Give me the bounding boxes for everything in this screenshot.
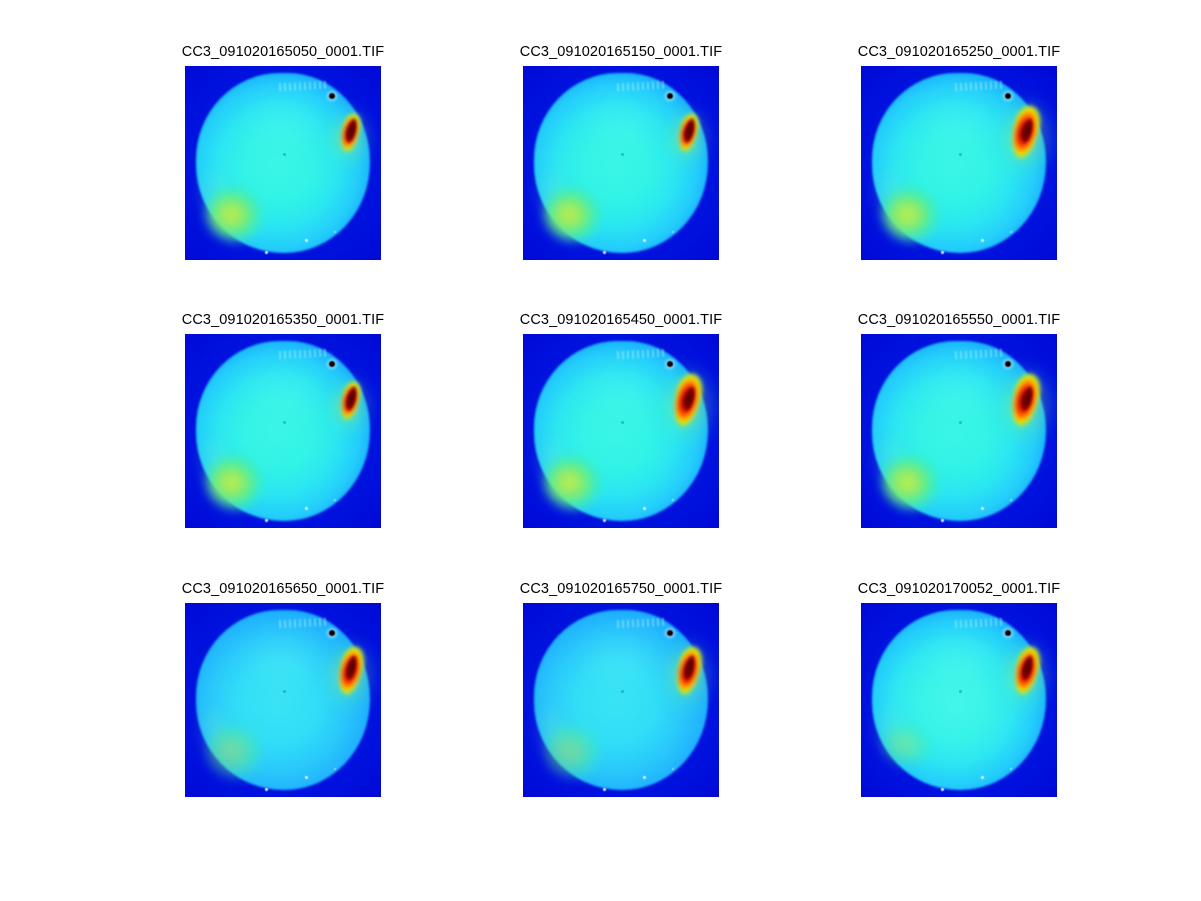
dark-speck: [667, 361, 674, 367]
subplot-title: CC3_091020170052_0001.TIF: [857, 581, 1061, 597]
dark-speck: [329, 630, 336, 636]
cloud-mottle-a: [216, 645, 338, 755]
bright-dot: [304, 506, 308, 510]
warm-patch: [544, 723, 604, 778]
sensor-blemish: [959, 153, 962, 156]
dark-speck: [667, 93, 674, 99]
subplot-title: CC3_091020165350_0001.TIF: [181, 312, 385, 328]
warm-smear: [534, 703, 571, 755]
allsky-image: [523, 603, 719, 797]
dark-speck: [329, 361, 336, 367]
bright-dot: [941, 519, 944, 522]
bright-dot: [265, 251, 268, 254]
subplot-title: CC3_091020165050_0001.TIF: [181, 44, 385, 60]
sensor-blemish: [959, 690, 962, 693]
warm-patch: [882, 454, 942, 509]
sensor-blemish: [283, 421, 286, 424]
dark-speck: [1005, 630, 1012, 636]
cloud-mottle-b: [911, 626, 1007, 693]
dark-speck: [329, 93, 336, 99]
bright-dot: [980, 775, 984, 779]
cloud-mottle-b: [911, 89, 1007, 156]
bright-dot: [333, 230, 337, 234]
warm-patch: [882, 186, 942, 241]
bright-dot: [671, 498, 675, 502]
cloud-mottle-b: [573, 357, 669, 424]
bright-dot: [642, 238, 646, 242]
bright-dot: [265, 519, 268, 522]
image-axes[interactable]: [861, 66, 1057, 260]
allsky-image: [861, 603, 1057, 797]
dark-speck: [1005, 93, 1012, 99]
sensor-blemish: [621, 153, 624, 156]
warm-patch: [206, 186, 266, 241]
image-axes[interactable]: [185, 66, 381, 260]
allsky-image: [185, 603, 381, 797]
image-axes[interactable]: [523, 334, 719, 528]
warm-patch: [544, 186, 604, 241]
bright-dot: [603, 519, 606, 522]
sensor-blemish: [283, 690, 286, 693]
bright-dot: [941, 788, 944, 791]
warm-smear: [196, 703, 233, 755]
sensor-blemish: [621, 690, 624, 693]
cloud-mottle-b: [235, 626, 331, 693]
subplot-title: CC3_091020165550_0001.TIF: [857, 312, 1061, 328]
bright-dot: [980, 506, 984, 510]
warm-patch: [206, 454, 266, 509]
warm-patch: [206, 723, 266, 778]
warm-patch: [882, 723, 934, 766]
bright-dot: [603, 251, 606, 254]
dark-speck: [667, 630, 674, 636]
bright-dot: [304, 238, 308, 242]
subplot-title: CC3_091020165650_0001.TIF: [181, 581, 385, 597]
sensor-blemish: [959, 421, 962, 424]
cloud-mottle-b: [573, 89, 669, 156]
cloud-mottle-a: [554, 645, 676, 755]
image-axes[interactable]: [861, 334, 1057, 528]
subplot-title: CC3_091020165750_0001.TIF: [519, 581, 723, 597]
cloud-mottle-b: [911, 357, 1007, 424]
bright-dot: [642, 775, 646, 779]
bright-dot: [980, 238, 984, 242]
allsky-image: [861, 334, 1057, 528]
image-axes[interactable]: [523, 66, 719, 260]
subplot-title: CC3_091020165450_0001.TIF: [519, 312, 723, 328]
warm-patch: [544, 454, 604, 509]
bright-dot: [1009, 767, 1013, 771]
image-axes[interactable]: [523, 603, 719, 797]
bright-dot: [333, 498, 337, 502]
allsky-image: [523, 66, 719, 260]
cloud-mottle-b: [235, 89, 331, 156]
sensor-blemish: [621, 421, 624, 424]
bright-dot: [265, 788, 268, 791]
image-axes[interactable]: [185, 603, 381, 797]
image-axes[interactable]: [185, 334, 381, 528]
sensor-blemish: [283, 153, 286, 156]
cloud-mottle-b: [235, 357, 331, 424]
warm-smear: [872, 703, 909, 755]
allsky-image: [185, 66, 381, 260]
dark-speck: [1005, 361, 1012, 367]
bright-dot: [603, 788, 606, 791]
bright-dot: [671, 230, 675, 234]
bright-dot: [1009, 498, 1013, 502]
bright-dot: [304, 775, 308, 779]
bright-dot: [671, 767, 675, 771]
allsky-image: [861, 66, 1057, 260]
image-axes[interactable]: [861, 603, 1057, 797]
allsky-image: [185, 334, 381, 528]
cloud-mottle-b: [573, 626, 669, 693]
bright-dot: [333, 767, 337, 771]
subplot-title: CC3_091020165250_0001.TIF: [857, 44, 1061, 60]
bright-dot: [941, 251, 944, 254]
subplot-title: CC3_091020165150_0001.TIF: [519, 44, 723, 60]
allsky-image: [523, 334, 719, 528]
bright-dot: [642, 506, 646, 510]
bright-dot: [1009, 230, 1013, 234]
